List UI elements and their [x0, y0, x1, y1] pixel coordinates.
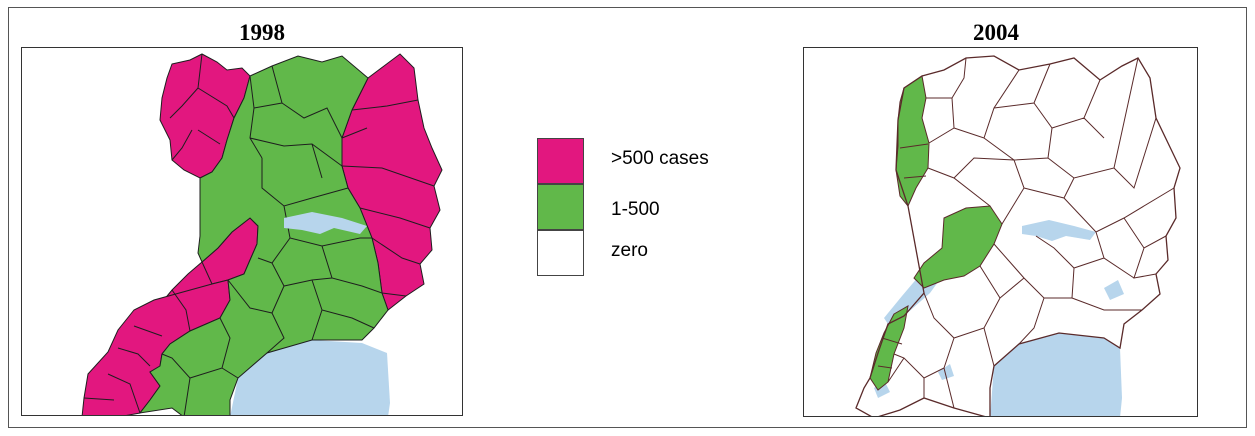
legend-swatch-zero [537, 230, 584, 276]
legend-label-1-500: 1-500 [611, 199, 660, 220]
lake-victoria [230, 340, 390, 415]
district-southwest-green [869, 305, 909, 391]
region-north-central [138, 55, 389, 415]
map-panel-2004 [803, 47, 1198, 417]
legend-swatch-1-500 [537, 184, 584, 230]
legend-swatch-over-500 [537, 138, 584, 184]
uganda-map-1998 [81, 53, 443, 415]
legend-label-over-500: >500 cases [611, 148, 709, 169]
lake-kyoga [1022, 220, 1096, 241]
legend-label-zero: zero [611, 240, 648, 261]
uganda-map-2004 [855, 55, 1181, 416]
map-title-2004: 2004 [973, 20, 1019, 45]
country-outline [855, 55, 1181, 416]
lake-victoria [990, 333, 1122, 416]
map-panel-1998 [21, 47, 463, 416]
district-west-green [913, 205, 1003, 289]
lake-kyoga [284, 212, 367, 234]
map-title-1998: 1998 [239, 20, 285, 45]
